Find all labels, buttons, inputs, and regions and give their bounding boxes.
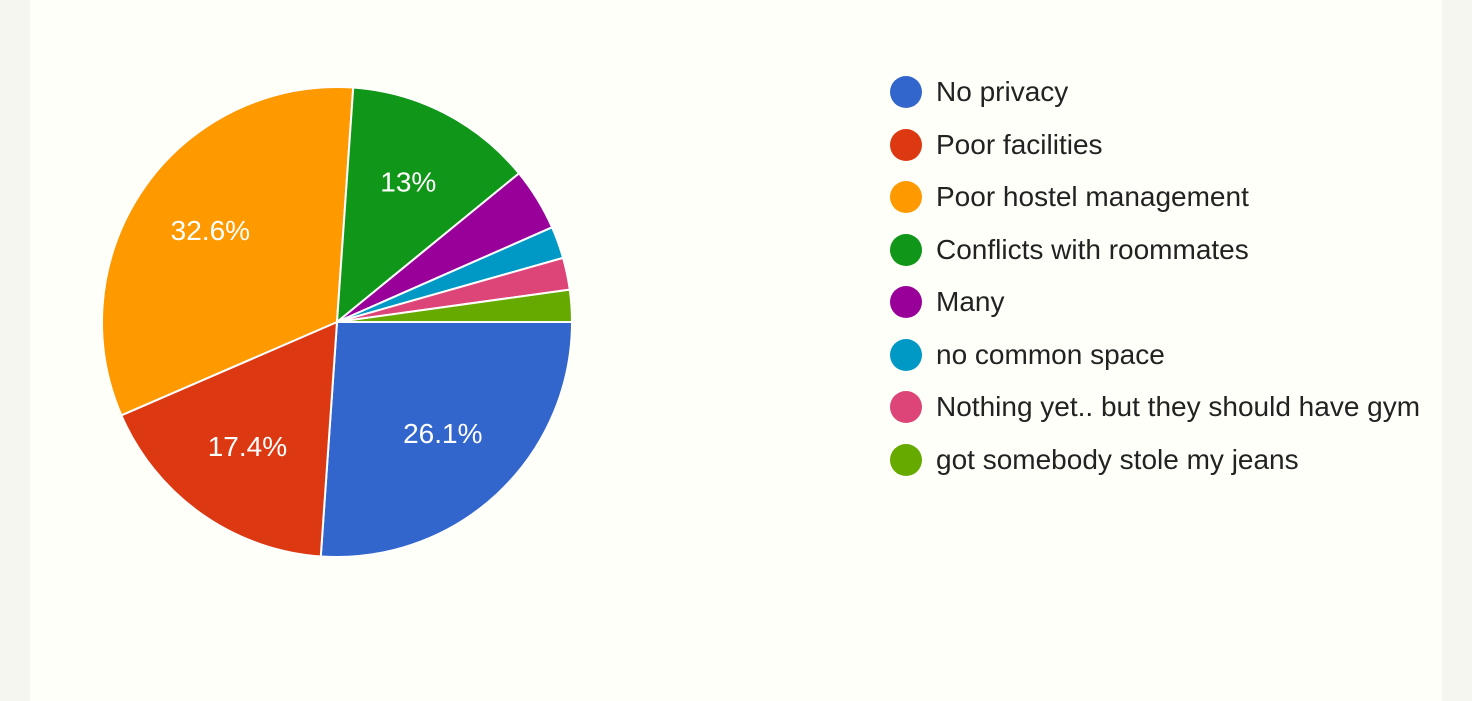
legend-item: Poor hostel management bbox=[890, 175, 1430, 219]
legend-swatch bbox=[890, 76, 922, 108]
legend-label: Poor facilities bbox=[936, 128, 1103, 160]
pie-slice bbox=[319, 321, 574, 558]
legend-item: No privacy bbox=[890, 70, 1430, 114]
pie-slice bbox=[335, 86, 521, 325]
legend-item: no common space bbox=[890, 333, 1430, 377]
legend-swatch bbox=[890, 338, 922, 371]
legend-item: got somebody stole my jeans bbox=[890, 438, 1430, 482]
legend-label: Nothing yet.. but they should have gym bbox=[936, 391, 1421, 422]
pie-slice bbox=[101, 86, 355, 417]
legend-label: Conflicts with roommates bbox=[936, 233, 1249, 265]
legend-label: No privacy bbox=[936, 76, 1069, 107]
legend-swatch bbox=[890, 286, 922, 318]
slice-label: 26.1% bbox=[403, 418, 482, 449]
legend-item: Poor facilities bbox=[890, 123, 1430, 167]
legend-item: Nothing yet.. but they should have gym bbox=[890, 385, 1430, 429]
legend-label: Poor hostel management bbox=[936, 181, 1249, 212]
legend-swatch bbox=[890, 233, 922, 266]
legend: No privacy Poor facilities Poor hostel man… bbox=[890, 70, 1430, 490]
legend-swatch bbox=[890, 443, 922, 476]
legend-label: Many bbox=[936, 286, 1005, 317]
pie-slice bbox=[120, 320, 339, 558]
legend-swatch bbox=[890, 128, 922, 161]
legend-swatch bbox=[890, 391, 922, 423]
slice-label: 32.6% bbox=[171, 215, 250, 246]
pie-slice bbox=[336, 288, 574, 323]
slice-label: 13% bbox=[380, 167, 436, 198]
legend-label: no common space bbox=[936, 338, 1165, 370]
legend-item: Many bbox=[890, 280, 1430, 324]
legend-swatch bbox=[890, 181, 922, 213]
legend-label: got somebody stole my jeans bbox=[936, 443, 1299, 475]
legend-item: Conflicts with roommates bbox=[890, 228, 1430, 272]
slice-label: 17.4% bbox=[208, 431, 287, 462]
